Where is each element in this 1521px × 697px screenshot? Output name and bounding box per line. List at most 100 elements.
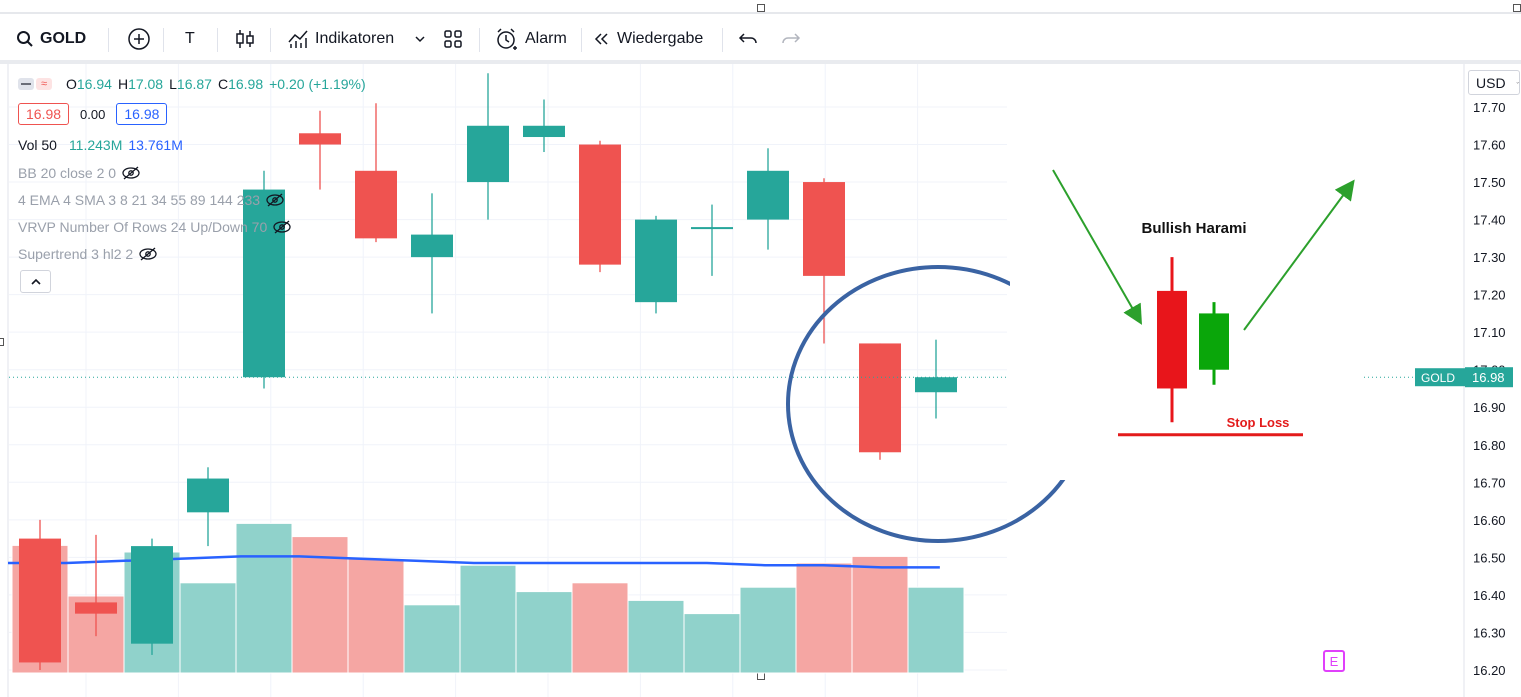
up-arrow	[1243, 179, 1355, 331]
eye-hidden-icon[interactable]	[273, 220, 291, 234]
replay-label: Wiedergabe	[617, 30, 704, 47]
pattern-panel	[1010, 100, 1362, 480]
price-tick-label: 17.30	[1473, 250, 1506, 265]
candle-body	[411, 234, 453, 258]
toolbar-divider	[722, 28, 723, 52]
interval-button[interactable]: T	[185, 24, 195, 54]
rewind-icon	[594, 33, 608, 45]
candle-body	[579, 144, 621, 265]
down-arrow	[1052, 169, 1142, 325]
templates-button[interactable]	[443, 24, 463, 54]
toolbar-divider	[479, 28, 480, 52]
buy-price-button[interactable]: 16.98	[116, 103, 168, 125]
volume-value: 11.243M	[68, 137, 123, 153]
indicator-label: 4 EMA 4 SMA 3 8 21 34 55 89 144 233	[18, 192, 261, 208]
candle-body	[523, 125, 565, 138]
indicator-label: VRVP Number Of Rows 24 Up/Down 70	[18, 219, 268, 235]
top-toolbar: GOLD T	[0, 12, 1521, 64]
candle-body	[243, 189, 285, 378]
undo-icon	[738, 33, 757, 44]
indicators-label: Indikatoren	[315, 30, 395, 47]
volume-bar	[403, 604, 461, 674]
volume-bar	[907, 586, 965, 674]
volume-label: Vol 50	[18, 137, 57, 153]
redo-button[interactable]	[781, 24, 801, 54]
toolbar-divider	[270, 28, 271, 52]
last-price-value: 16.98	[1472, 370, 1505, 385]
candles-icon	[236, 30, 254, 48]
candle-body	[75, 602, 117, 614]
wave-icon: ≈	[36, 78, 52, 90]
price-tick-label: 16.30	[1473, 625, 1506, 640]
price-tick-label: 16.60	[1473, 513, 1506, 528]
replay-button[interactable]: Wiedergabe	[593, 24, 703, 54]
toolbar-divider	[581, 28, 582, 52]
price-tick-label: 17.60	[1473, 138, 1506, 153]
indicator-row-vrvp[interactable]: VRVP Number Of Rows 24 Up/Down 70	[18, 219, 291, 235]
indicator-row-ema[interactable]: 4 EMA 4 SMA 3 8 21 34 55 89 144 233	[18, 192, 284, 208]
symbol-name: GOLD	[40, 30, 87, 47]
collapse-legend-button[interactable]	[20, 270, 51, 293]
indicator-row-supertrend[interactable]: Supertrend 3 hl2 2	[18, 246, 157, 262]
alarm-button[interactable]: Alarm	[495, 24, 567, 54]
volume-bar	[683, 613, 741, 674]
eye-hidden-icon[interactable]	[122, 166, 140, 180]
indicator-label: BB 20 close 2 0	[18, 165, 117, 181]
last-price-tag	[1465, 367, 1513, 388]
undo-button[interactable]	[738, 24, 758, 54]
candle-body	[355, 170, 397, 239]
currency-selector[interactable]: USD	[1468, 70, 1520, 95]
legend-ohlc-row: ≈ O16.94 H17.08 L16.87 C16.98 +0.20 (+1.…	[18, 76, 366, 92]
toolbar-divider	[217, 28, 218, 52]
legend-open: O16.94	[66, 76, 112, 92]
pattern-candle-body	[1199, 313, 1229, 370]
search-icon	[17, 31, 33, 47]
legend-low: L16.87	[169, 76, 212, 92]
candle-body	[19, 538, 61, 663]
eye-hidden-icon[interactable]	[266, 193, 284, 207]
toolbar-divider	[108, 28, 109, 52]
price-tick-label: 16.20	[1473, 663, 1506, 678]
grid-icon	[444, 30, 462, 48]
spread-value: 0.00	[80, 106, 106, 122]
legend-close: C16.98	[217, 76, 264, 92]
legend-high: H17.08	[117, 76, 164, 92]
legend-change: +0.20 (+1.19%)	[269, 76, 366, 92]
price-tick-label: 16.50	[1473, 550, 1506, 565]
volume-bar	[291, 536, 349, 674]
candle-body	[299, 133, 341, 145]
indicators-dropdown[interactable]	[414, 24, 426, 54]
resize-handle-top[interactable]	[757, 4, 765, 12]
indicators-icon	[288, 30, 308, 48]
volume-bar	[179, 582, 237, 674]
compare-button[interactable]	[127, 24, 151, 54]
chart-type-button[interactable]	[234, 24, 256, 54]
stop-loss-label: Stop Loss	[1227, 415, 1290, 430]
legend-volume-row[interactable]: Vol 50 11.243M 13.761M	[18, 137, 183, 153]
indicators-button[interactable]: Indikatoren	[287, 24, 394, 54]
pattern-title: Bullish Harami	[1141, 220, 1246, 237]
chevron-down-icon	[1516, 81, 1519, 84]
toolbar-divider	[163, 28, 164, 52]
price-tick-label: 17.10	[1473, 325, 1506, 340]
volume-bar	[571, 582, 629, 674]
candle-body	[859, 343, 901, 453]
sell-price-button[interactable]: 16.98	[18, 103, 70, 125]
candle-body	[915, 377, 957, 393]
price-tick-label: 16.80	[1473, 438, 1506, 453]
legend-toggle-icons[interactable]: ≈	[18, 78, 52, 90]
earnings-marker[interactable]: E	[1323, 650, 1345, 672]
price-tick-label: 16.70	[1473, 475, 1506, 490]
volume-bar	[851, 555, 909, 674]
symbol-search-button[interactable]: GOLD	[16, 24, 86, 54]
indicator-row-bb[interactable]: BB 20 close 2 0	[18, 165, 140, 181]
resize-handle-left[interactable]	[0, 338, 4, 346]
indicator-label: Supertrend 3 hl2 2	[18, 246, 134, 262]
eye-hidden-icon[interactable]	[139, 247, 157, 261]
price-tick-label: 17.50	[1473, 175, 1506, 190]
alarm-label: Alarm	[525, 30, 567, 47]
price-tick-label: 17.20	[1473, 288, 1506, 303]
candle-body	[131, 546, 173, 644]
